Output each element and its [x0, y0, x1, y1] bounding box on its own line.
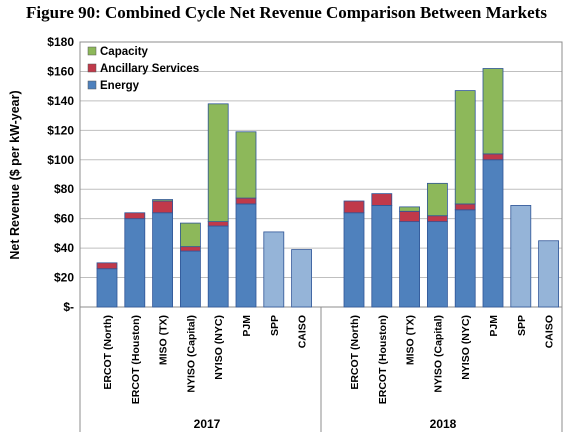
bar-segment-energy [96, 268, 118, 308]
category-label: CAISO [544, 315, 556, 348]
category-label: NYISO (NYC) [213, 315, 225, 380]
category-label: PJM [488, 315, 500, 337]
group-labels: 2017 2018 [194, 417, 457, 431]
bar-segment-ancillary-services [96, 262, 118, 270]
bar-segment-energy [291, 249, 313, 308]
bar-segment-ancillary-services [343, 200, 365, 214]
category-label: NYISO (Capital) [432, 315, 444, 393]
bar-segment-capacity [235, 131, 257, 199]
bar-segment-energy [179, 250, 201, 308]
category-label: SPP [516, 315, 528, 336]
y-tick-label: $180 [47, 35, 74, 49]
bar-segment-capacity [207, 103, 229, 223]
bar-segment-ancillary-services [152, 200, 174, 214]
figure-title: Figure 90: Combined Cycle Net Revenue Co… [26, 3, 547, 22]
y-tick-label: $80 [54, 182, 74, 196]
bar-segment-energy [263, 231, 285, 308]
bar-segment-energy [235, 203, 257, 308]
legend-label: Energy [100, 80, 140, 92]
y-tick-labels: $- $20 $40 $60 $80 $100 $120 $140 $160 $180 [47, 35, 74, 314]
y-tick-label: $60 [54, 212, 74, 226]
bar-segment-ancillary-services [482, 153, 504, 161]
bar-segment-energy [207, 225, 229, 308]
bar-segment-ancillary-services [207, 221, 229, 227]
bar-segment-capacity [399, 206, 421, 212]
bar-segment-energy [454, 209, 476, 308]
y-tick-label: $140 [47, 94, 74, 108]
bar-segment-capacity [482, 68, 504, 155]
bar-segment-energy [426, 221, 448, 308]
legend-swatch [87, 63, 97, 73]
y-tick-label: $100 [47, 153, 74, 167]
y-tick-label: $20 [54, 271, 74, 285]
bar-segment-capacity [152, 199, 174, 202]
bars [96, 68, 559, 308]
y-tick-label: $120 [47, 123, 74, 137]
category-label: ERCOT (Houston) [377, 315, 389, 404]
category-label: MISO (TX) [405, 315, 417, 365]
bar-segment-ancillary-services [124, 212, 146, 220]
category-labels: ERCOT (North) ERCOT (Houston) MISO (TX) NYI… [102, 315, 556, 404]
bar-segment-ancillary-services [399, 210, 421, 223]
y-tick-label: $- [63, 300, 74, 314]
legend-label: Ancillary Services [100, 63, 199, 75]
category-label: NYISO (NYC) [460, 315, 472, 380]
legend-swatch [87, 46, 97, 56]
bar-segment-capacity [179, 222, 201, 248]
bar-segment-energy [510, 205, 532, 308]
bar-segment-ancillary-services [235, 197, 257, 205]
category-label: MISO (TX) [158, 315, 170, 365]
legend: Capacity Ancillary Services Energy [87, 46, 199, 92]
bar-segment-energy [538, 240, 559, 308]
category-label: PJM [241, 315, 253, 337]
bar-segment-ancillary-services [454, 203, 476, 211]
bar-segment-energy [399, 221, 421, 308]
bar-segment-capacity [426, 182, 448, 217]
bar-segment-capacity [454, 90, 476, 205]
legend-swatch [87, 80, 97, 90]
bar-segment-energy [371, 205, 393, 308]
category-label: ERCOT (North) [349, 315, 361, 390]
y-axis-label: Net Revenue ($ per kW-year) [8, 90, 22, 259]
bar-segment-ancillary-services [179, 246, 201, 252]
category-label: SPP [269, 315, 281, 336]
category-label: NYISO (Capital) [185, 315, 197, 393]
y-tick-label: $40 [54, 241, 74, 255]
bar-segment-energy [152, 212, 174, 308]
bar-segment-ancillary-services [371, 193, 393, 206]
axes [79, 41, 563, 432]
group-label: 2017 [194, 417, 221, 431]
bar-segment-energy [482, 159, 504, 308]
category-label: CAISO [297, 315, 309, 348]
legend-label: Capacity [100, 46, 149, 58]
group-label: 2018 [430, 417, 457, 431]
category-label: ERCOT (Houston) [130, 315, 142, 404]
y-tick-label: $160 [47, 64, 74, 78]
bar-segment-energy [124, 218, 146, 308]
bar-segment-energy [343, 212, 365, 308]
bar-segment-ancillary-services [426, 215, 448, 223]
category-label: ERCOT (North) [102, 315, 114, 390]
